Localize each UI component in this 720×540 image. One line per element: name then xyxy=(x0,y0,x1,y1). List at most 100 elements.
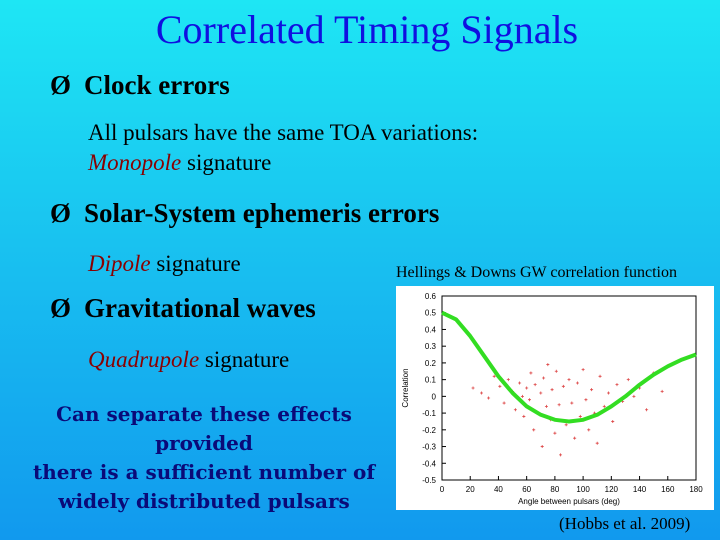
bullet-arrow-icon: Ø xyxy=(50,70,72,100)
y-tick-label: -0.1 xyxy=(422,409,436,418)
y-tick-label: -0.3 xyxy=(422,443,436,452)
detail-text: signature xyxy=(150,251,241,276)
data-point xyxy=(532,428,536,432)
data-point xyxy=(546,363,550,367)
correlation-plot: 0 20 40 60 80 100 120 140 160 180 0.6 0.5 0.4 0.3 0.2 0… xyxy=(396,286,714,510)
citation: (Hobbs et al. 2009) xyxy=(559,514,691,533)
data-point xyxy=(487,396,491,400)
data-point xyxy=(540,445,544,449)
callout-text: Can separate these effects provided ther… xyxy=(14,400,394,516)
data-point xyxy=(550,388,554,392)
data-point xyxy=(632,394,636,398)
x-tick-label: 140 xyxy=(633,485,647,494)
callout-line: Can separate these effects provided xyxy=(56,402,352,455)
data-point xyxy=(590,388,594,392)
data-point xyxy=(573,436,577,440)
data-point xyxy=(518,381,522,385)
data-point xyxy=(645,408,649,412)
data-point xyxy=(570,401,574,405)
data-point xyxy=(502,401,506,405)
data-point xyxy=(520,394,524,398)
plot-title: Hellings & Downs GW correlation function xyxy=(396,264,677,281)
data-point xyxy=(529,371,533,375)
correlation-chart: 0 20 40 60 80 100 120 140 160 180 0.6 0.5 0.4 0.3 0.2 0… xyxy=(401,292,703,506)
y-tick-label: 0.1 xyxy=(425,376,437,385)
y-tick-label: 0.6 xyxy=(425,292,437,301)
data-point xyxy=(595,441,599,445)
y-tick-label: 0 xyxy=(432,392,437,401)
data-point xyxy=(522,414,526,418)
y-tick-label: 0.4 xyxy=(425,325,437,334)
bullet-detail: Quadrupole signature xyxy=(88,345,289,375)
bullet-heading: Solar-System ephemeris errors xyxy=(84,198,440,228)
data-point xyxy=(553,431,557,435)
data-point xyxy=(578,414,582,418)
data-point xyxy=(615,383,619,387)
bullet-arrow-icon: Ø xyxy=(50,198,72,228)
y-tick-label: -0.5 xyxy=(422,476,436,485)
bullet-detail: Dipole signature xyxy=(88,249,241,279)
data-point xyxy=(492,374,496,378)
data-point xyxy=(575,381,579,385)
data-point xyxy=(598,374,602,378)
data-point xyxy=(527,398,531,402)
bullet-ephemeris-errors: Ø Solar-System ephemeris errors xyxy=(50,198,439,229)
data-point xyxy=(626,378,630,382)
data-point xyxy=(544,404,548,408)
y-axis-label: Correlation xyxy=(401,368,410,407)
data-point xyxy=(480,391,484,395)
x-axis-label: Angle between pulsars (deg) xyxy=(518,497,620,506)
plot-frame xyxy=(441,295,697,481)
detail-text: signature xyxy=(181,150,272,175)
bullet-heading: Gravitational waves xyxy=(84,293,316,323)
x-tick-label: 120 xyxy=(605,485,619,494)
x-tick-label: 60 xyxy=(522,485,531,494)
data-point xyxy=(564,423,568,427)
data-point xyxy=(533,383,537,387)
bullet-detail: All pulsars have the same TOA variations… xyxy=(88,118,478,178)
data-point xyxy=(607,391,611,395)
data-point xyxy=(498,384,502,388)
data-point xyxy=(567,378,571,382)
slide-title: Correlated Timing Signals xyxy=(155,7,579,52)
data-point xyxy=(506,378,510,382)
y-tick-label: 0.2 xyxy=(425,359,437,368)
emphasis-term: Dipole xyxy=(88,251,151,276)
data-point xyxy=(557,403,561,407)
data-point xyxy=(602,404,606,408)
bullet-heading: Clock errors xyxy=(84,70,230,100)
detail-line: All pulsars have the same TOA variations… xyxy=(88,120,479,145)
data-point xyxy=(539,391,543,395)
y-tick-label: 0.5 xyxy=(425,309,437,318)
data-point xyxy=(584,398,588,402)
x-tick-label: 0 xyxy=(440,485,445,494)
x-tick-label: 20 xyxy=(466,485,475,494)
data-point xyxy=(561,384,565,388)
emphasis-term: Quadrupole xyxy=(88,347,200,372)
x-tick-label: 40 xyxy=(494,485,503,494)
data-point xyxy=(587,428,591,432)
x-tick-label: 160 xyxy=(661,485,675,494)
y-tick-label: -0.4 xyxy=(422,459,436,468)
data-point xyxy=(513,408,517,412)
bullet-clock-errors: Ø Clock errors xyxy=(50,70,230,101)
detail-line: Monopole signature xyxy=(88,148,478,178)
data-point xyxy=(611,419,615,423)
data-point xyxy=(581,368,585,372)
x-tick-label: 180 xyxy=(689,485,703,494)
data-point xyxy=(542,376,546,380)
callout-line: there is a sufficient number of xyxy=(33,460,375,484)
bullet-gravitational-waves: Ø Gravitational waves xyxy=(50,293,316,324)
x-tick-label: 100 xyxy=(576,485,590,494)
data-point xyxy=(554,369,558,373)
y-tick-label: -0.2 xyxy=(422,426,436,435)
emphasis-term: Monopole xyxy=(88,150,182,175)
data-point xyxy=(660,389,664,393)
detail-text: signature xyxy=(199,347,290,372)
x-tick-label: 80 xyxy=(550,485,559,494)
data-point xyxy=(559,453,563,457)
callout-line: widely distributed pulsars xyxy=(58,489,350,513)
y-tick-label: 0.3 xyxy=(425,342,437,351)
bullet-arrow-icon: Ø xyxy=(50,293,72,323)
data-point xyxy=(471,386,475,390)
